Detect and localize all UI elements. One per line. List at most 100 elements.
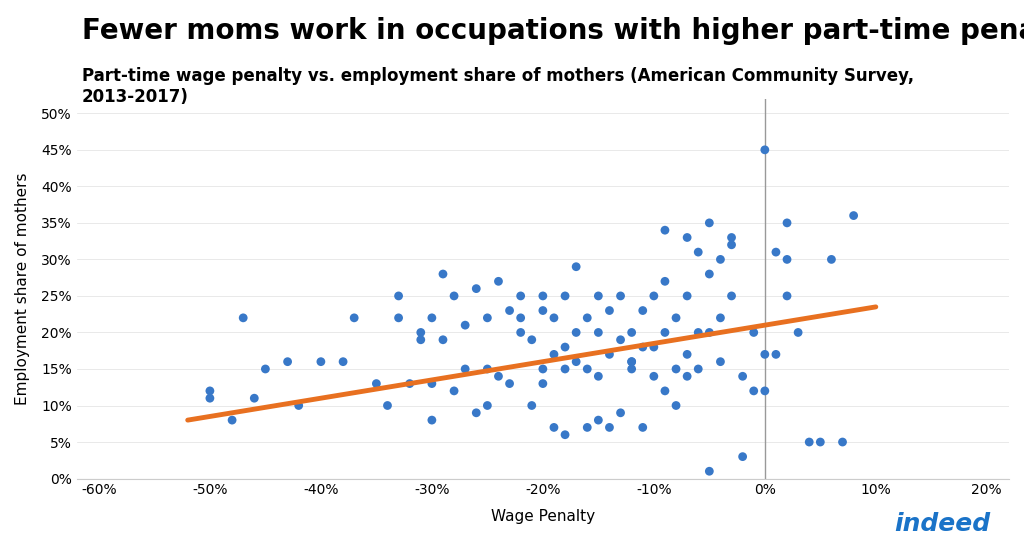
Point: [379, 401, 395, 410]
Point: [535, 379, 551, 388]
Point: [468, 408, 484, 417]
Point: [468, 284, 484, 293]
Point: [656, 226, 673, 235]
Point: [579, 314, 595, 323]
Point: [590, 291, 606, 300]
Point: [291, 401, 307, 410]
Point: [713, 255, 729, 264]
Text: Fewer moms work in occupations with higher part-time penalties: Fewer moms work in occupations with high…: [82, 17, 1024, 45]
Point: [546, 350, 562, 359]
Point: [656, 387, 673, 396]
Point: [535, 364, 551, 373]
Point: [479, 314, 496, 323]
Point: [679, 291, 695, 300]
Point: [479, 401, 496, 410]
Point: [779, 218, 796, 227]
Point: [624, 357, 640, 366]
Point: [568, 328, 585, 337]
Point: [490, 372, 507, 381]
Point: [523, 335, 540, 344]
Point: [635, 306, 651, 315]
Point: [801, 437, 817, 446]
Point: [723, 240, 739, 249]
Point: [646, 291, 663, 300]
Point: [656, 328, 673, 337]
Point: [635, 423, 651, 432]
Point: [668, 364, 684, 373]
Point: [424, 379, 440, 388]
Point: [713, 314, 729, 323]
Point: [390, 291, 407, 300]
Point: [579, 423, 595, 432]
Point: [502, 306, 518, 315]
Point: [390, 314, 407, 323]
Point: [601, 306, 617, 315]
Point: [779, 291, 796, 300]
Point: [745, 328, 762, 337]
Point: [401, 379, 418, 388]
Point: [369, 379, 385, 388]
Point: [624, 357, 640, 366]
Point: [257, 364, 273, 373]
Point: [812, 437, 828, 446]
Point: [546, 423, 562, 432]
Point: [413, 335, 429, 344]
Point: [646, 343, 663, 352]
Point: [590, 328, 606, 337]
Point: [624, 364, 640, 373]
Point: [734, 372, 751, 381]
Point: [823, 255, 840, 264]
Point: [668, 401, 684, 410]
Point: [835, 437, 851, 446]
Point: [413, 328, 429, 337]
Point: [424, 416, 440, 425]
Point: [846, 211, 862, 220]
Point: [457, 321, 473, 330]
Point: [779, 255, 796, 264]
Point: [424, 314, 440, 323]
Point: [690, 364, 707, 373]
Point: [224, 416, 241, 425]
Point: [601, 350, 617, 359]
Point: [512, 291, 528, 300]
Point: [713, 357, 729, 366]
Point: [635, 343, 651, 352]
Point: [656, 277, 673, 286]
Point: [445, 291, 462, 300]
Point: [723, 233, 739, 242]
Point: [502, 379, 518, 388]
Point: [701, 270, 718, 278]
Text: Part-time wage penalty vs. employment share of mothers (American Community Surve: Part-time wage penalty vs. employment sh…: [82, 67, 914, 106]
Point: [757, 350, 773, 359]
Point: [435, 335, 452, 344]
Point: [335, 357, 351, 366]
Point: [768, 248, 784, 257]
Point: [445, 387, 462, 396]
Point: [601, 423, 617, 432]
Point: [679, 372, 695, 381]
Point: [435, 270, 452, 278]
Point: [280, 357, 296, 366]
Point: [612, 335, 629, 344]
Point: [701, 467, 718, 476]
Point: [512, 314, 528, 323]
Point: [546, 314, 562, 323]
Point: [568, 262, 585, 271]
Point: [745, 387, 762, 396]
Point: [646, 372, 663, 381]
Point: [790, 328, 806, 337]
Point: [723, 291, 739, 300]
Point: [568, 357, 585, 366]
Point: [679, 350, 695, 359]
Point: [590, 416, 606, 425]
Point: [557, 343, 573, 352]
X-axis label: Wage Penalty: Wage Penalty: [490, 508, 595, 523]
Point: [757, 146, 773, 155]
Text: indeed: indeed: [894, 512, 990, 536]
Point: [701, 328, 718, 337]
Point: [490, 277, 507, 286]
Point: [312, 357, 329, 366]
Point: [612, 291, 629, 300]
Point: [479, 364, 496, 373]
Point: [346, 314, 362, 323]
